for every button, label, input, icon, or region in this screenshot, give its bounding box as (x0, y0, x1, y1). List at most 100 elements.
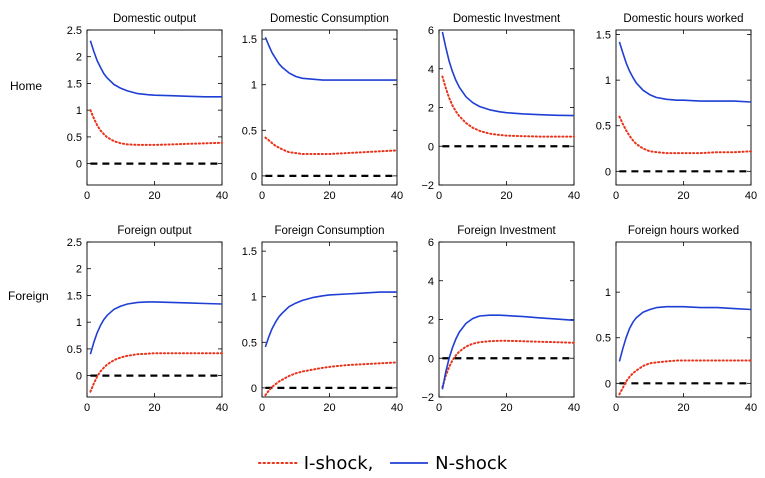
y-tick-label: 0 (251, 383, 257, 395)
x-tick-label: 0 (613, 190, 619, 202)
i-shock-line (264, 361, 398, 397)
y-tick-label: 1.5 (242, 246, 257, 258)
legend-item-n-shock: N-shock (389, 453, 507, 474)
i-shock-line (264, 136, 398, 155)
y-tick-label: 0 (251, 171, 257, 183)
n-shock-line (618, 41, 752, 103)
y-tick-label: 0.5 (596, 333, 611, 345)
y-tick-label: 2 (76, 52, 82, 64)
chart-title: Foreign hours worked (628, 225, 739, 237)
chart-panel-5: Foreign output 0 0.5 1 1.5 2 2.5 0 20 40 (67, 225, 228, 414)
y-tick-label: 0.5 (596, 121, 611, 133)
chart-title: Domestic output (113, 13, 197, 25)
n-shock-line (264, 291, 397, 348)
x-tick-label: 40 (216, 402, 228, 414)
y-tick-label: 2 (76, 264, 82, 276)
x-tick-label: 40 (568, 402, 580, 414)
y-tick-label: 0 (428, 141, 434, 153)
x-tick-label: 20 (677, 190, 689, 202)
x-tick-label: 0 (84, 402, 90, 414)
y-tick-label: 1 (605, 75, 611, 87)
n-shock-line (264, 36, 397, 81)
dotted-line-swatch (257, 462, 298, 464)
legend: I-shock, N-shock (0, 452, 765, 474)
x-tick-label: 20 (677, 402, 689, 414)
x-tick-label: 40 (568, 190, 580, 202)
i-shock-line (618, 115, 752, 155)
y-tick-label: 1.5 (242, 34, 257, 46)
i-shock-line (441, 75, 575, 138)
x-tick-label: 0 (436, 402, 442, 414)
y-tick-label: 0.5 (67, 344, 82, 356)
x-tick-label: 40 (216, 190, 228, 202)
y-tick-label: 2.5 (67, 237, 82, 249)
x-tick-label: 0 (259, 402, 265, 414)
x-tick-label: 20 (148, 190, 160, 202)
chart-title: Foreign output (117, 225, 192, 237)
legend-item-i-shock: I-shock, (257, 452, 374, 474)
chart-title: Domestic hours worked (623, 13, 743, 25)
legend-label-i-shock: I-shock, (303, 452, 374, 474)
y-tick-label: 0.5 (242, 125, 257, 137)
y-tick-label: 0 (605, 166, 611, 178)
x-tick-label: 40 (391, 402, 403, 414)
n-shock-line (89, 301, 223, 355)
i-shock-line (441, 339, 575, 389)
y-tick-label: 1 (76, 317, 82, 329)
i-shock-line (89, 352, 223, 393)
y-tick-label: 0.5 (67, 132, 82, 144)
chart-panel-4: Domestic hours worked 0 0.5 1 1.5 0 20 40 (596, 13, 757, 202)
y-tick-label: 2 (428, 103, 434, 115)
x-tick-label: 0 (259, 190, 265, 202)
plot-frame (438, 29, 575, 186)
x-tick-label: 40 (391, 190, 403, 202)
n-shock-line (441, 31, 575, 117)
x-tick-label: 0 (84, 190, 90, 202)
n-shock-line (441, 314, 575, 390)
chart-title: Foreign Consumption (275, 225, 385, 237)
x-tick-label: 20 (323, 190, 335, 202)
n-shock-line (618, 305, 752, 362)
chart-title: Domestic Investment (453, 13, 561, 25)
x-tick-label: 40 (745, 402, 757, 414)
y-tick-label: 1 (251, 292, 257, 304)
chart-panel-2: Domestic Consumption 0 0.5 1 1.5 0 20 40 (242, 13, 403, 202)
plot-frame (86, 241, 223, 398)
chart-panel-6: Foreign Consumption 0 0.5 1 1.5 0 20 40 (242, 225, 403, 414)
y-tick-label: 1 (76, 105, 82, 117)
y-tick-label: 1.5 (67, 78, 82, 90)
x-tick-label: 0 (613, 402, 619, 414)
x-tick-label: 20 (500, 402, 512, 414)
y-tick-label: 1 (605, 287, 611, 299)
y-tick-label: 1.5 (596, 30, 611, 42)
chart-panel-1: Domestic output 0 0.5 1 1.5 2 2.5 0 20 40 (67, 13, 228, 202)
i-shock-line (89, 109, 223, 146)
y-tick-label: 4 (428, 64, 434, 76)
y-tick-label: 6 (428, 25, 434, 37)
row-label-foreign: Foreign (8, 289, 49, 303)
plot-frame (86, 29, 223, 186)
y-tick-label: 6 (428, 237, 434, 249)
plot-frame (615, 29, 752, 186)
y-tick-label: 0 (605, 378, 611, 390)
plot-frame (261, 29, 398, 186)
plot-frame (261, 241, 398, 398)
i-shock-line (618, 359, 752, 396)
y-tick-label: 0 (76, 371, 82, 383)
y-tick-label: 0 (428, 353, 434, 365)
y-tick-label: −2 (421, 392, 434, 404)
y-tick-label: 2 (428, 315, 434, 327)
row-label-home: Home (10, 79, 42, 93)
y-tick-label: 1 (251, 80, 257, 92)
legend-label-n-shock: N-shock (435, 452, 508, 474)
y-tick-label: 0.5 (242, 337, 257, 349)
plot-frame (615, 241, 752, 398)
y-tick-label: 1.5 (67, 290, 82, 302)
y-tick-label: 2.5 (67, 25, 82, 37)
n-shock-line (89, 40, 222, 98)
x-tick-label: 20 (500, 190, 512, 202)
